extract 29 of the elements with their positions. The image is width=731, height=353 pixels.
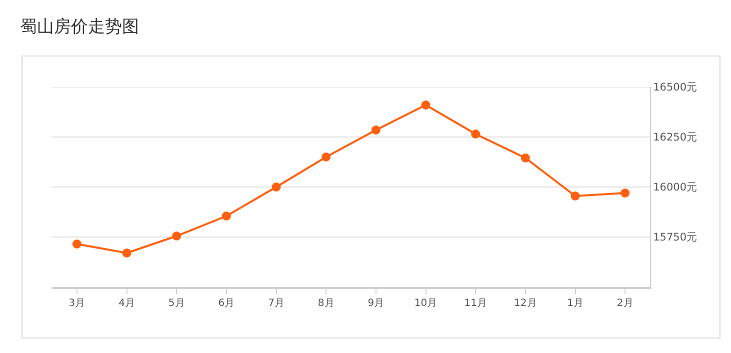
x-tick-label: 11月: [464, 298, 487, 309]
point: [570, 192, 580, 200]
y-tick-label: 16250元: [653, 132, 698, 144]
y-tick-label: 16500元: [653, 82, 698, 94]
point: [471, 130, 480, 138]
x-tick-label: 7月: [268, 298, 284, 309]
x-tick-label: 5月: [168, 298, 185, 309]
x-tick-label: 8月: [318, 298, 334, 309]
point: [172, 232, 182, 240]
chart-title: 蜀山房价走势图: [20, 16, 139, 37]
point: [272, 182, 281, 192]
point: [72, 240, 82, 248]
x-tick-label: 10月: [414, 298, 438, 309]
y-tick-label: 16000元: [653, 182, 698, 194]
x-tick-label: 12月: [514, 298, 537, 309]
x-tick-label: 4月: [118, 298, 135, 309]
point: [620, 188, 630, 198]
point: [421, 100, 430, 110]
point: [222, 212, 231, 220]
x-tick-label: 2月: [616, 298, 634, 309]
point: [322, 152, 331, 162]
x-tick-label: 6月: [218, 298, 235, 309]
x-tick-label: 9月: [368, 298, 384, 309]
point: [371, 126, 380, 134]
x-tick-label: 1月: [567, 298, 584, 309]
point: [520, 154, 530, 162]
y-tick-label: 15750元: [653, 232, 698, 244]
x-tick-label: 3月: [68, 298, 86, 309]
point: [122, 248, 132, 258]
